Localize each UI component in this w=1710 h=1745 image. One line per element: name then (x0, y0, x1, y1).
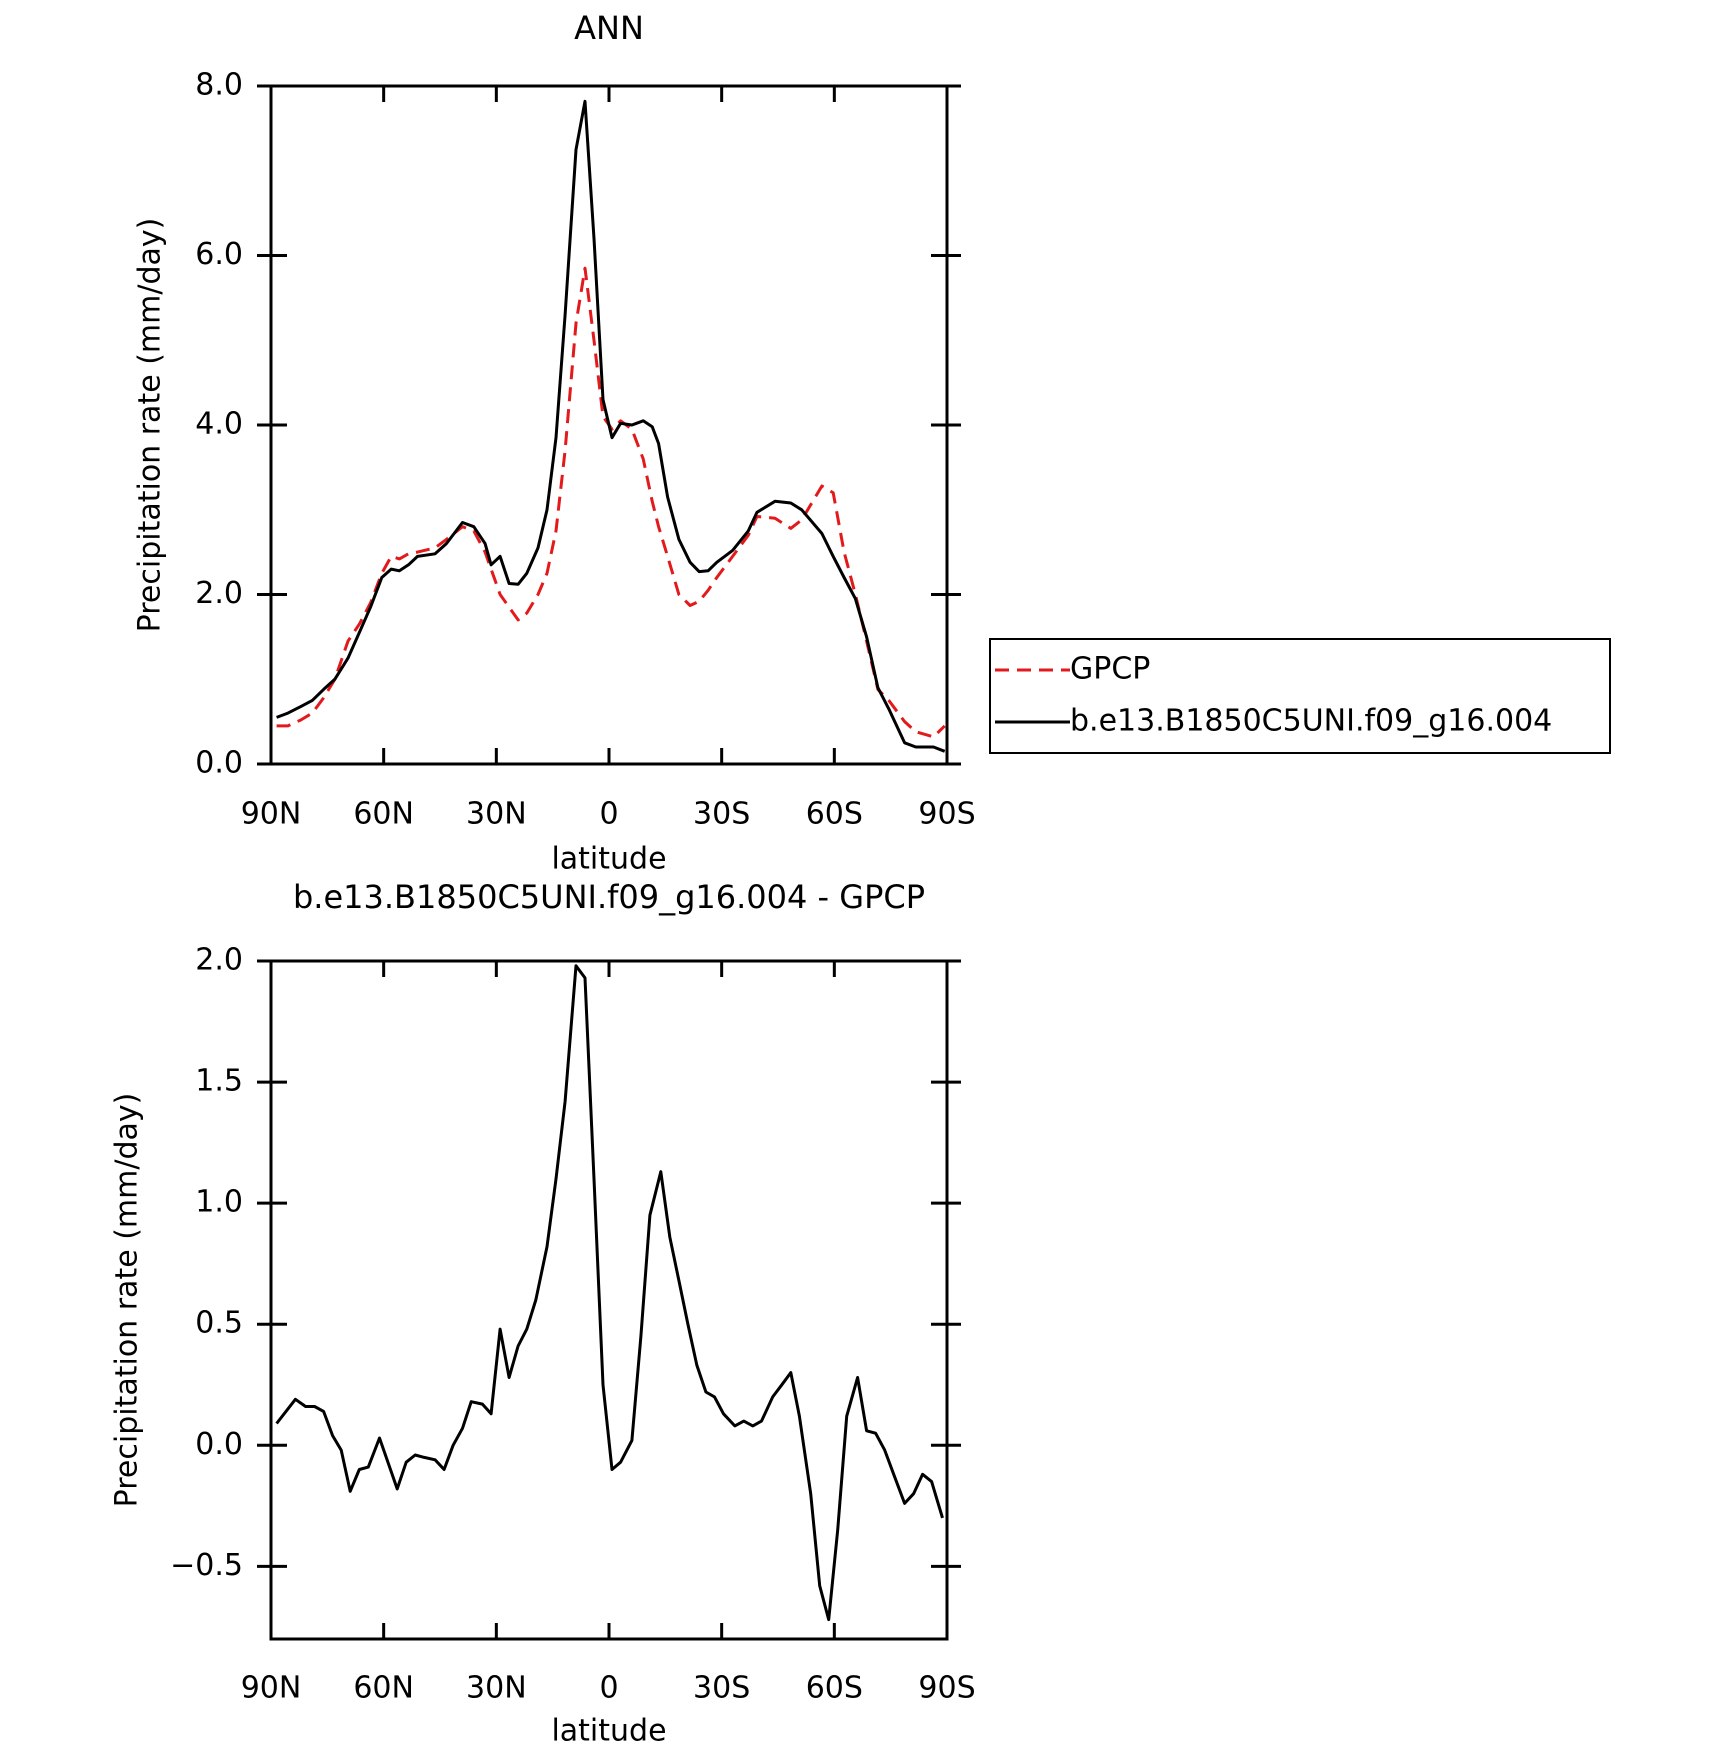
series-line (275, 964, 944, 1622)
x-tick-label: 0 (599, 797, 618, 832)
series-line (276, 266, 946, 739)
legend-label: b.e13.B1850C5UNI.f09_g16.004 (1070, 704, 1552, 739)
y-tick-label: 4.0 (195, 407, 243, 442)
x-tick-label: 30S (693, 1671, 750, 1706)
x-tick-label: 60N (353, 797, 414, 832)
y-tick-label: 0.5 (195, 1306, 243, 1341)
plot-frame (269, 959, 949, 1641)
y-tick-label: 2.0 (195, 576, 243, 611)
legend-box (989, 638, 1611, 754)
x-tick-label: 90S (918, 797, 975, 832)
y-tick-label: 6.0 (195, 237, 243, 272)
x-tick-label: 60S (806, 797, 863, 832)
series-line (276, 99, 946, 753)
x-tick-label: 90N (241, 797, 302, 832)
y-tick-label: −0.5 (170, 1548, 243, 1583)
y-tick-label: 0.0 (195, 1427, 243, 1462)
x-axis-label: latitude (551, 1714, 666, 1745)
x-tick-label: 30S (693, 797, 750, 832)
y-axis-label: Precipitation rate (mm/day) (110, 1093, 145, 1508)
x-tick-label: 30N (466, 797, 527, 832)
y-axis-label: Precipitation rate (mm/day) (133, 218, 168, 633)
x-tick-label: 60N (353, 1671, 414, 1706)
x-tick-label: 90S (918, 1671, 975, 1706)
legend: GPCP b.e13.B1850C5UNI.f09_g16.004 (989, 638, 1611, 754)
x-axis-label: latitude (551, 842, 666, 877)
chart-title: ANN (574, 9, 644, 47)
x-tick-label: 30N (466, 1671, 527, 1706)
x-tick-label: 90N (241, 1671, 302, 1706)
y-tick-label: 0.0 (195, 746, 243, 781)
x-tick-label: 60S (806, 1671, 863, 1706)
plot-frame (269, 84, 949, 766)
legend-label: GPCP (1070, 652, 1150, 687)
y-tick-label: 1.5 (195, 1064, 243, 1099)
chart-title: b.e13.B1850C5UNI.f09_g16.004 - GPCP (293, 878, 925, 916)
y-tick-label: 8.0 (195, 68, 243, 103)
y-tick-label: 1.0 (195, 1185, 243, 1220)
y-tick-label: 2.0 (195, 943, 243, 978)
x-tick-label: 0 (599, 1671, 618, 1706)
